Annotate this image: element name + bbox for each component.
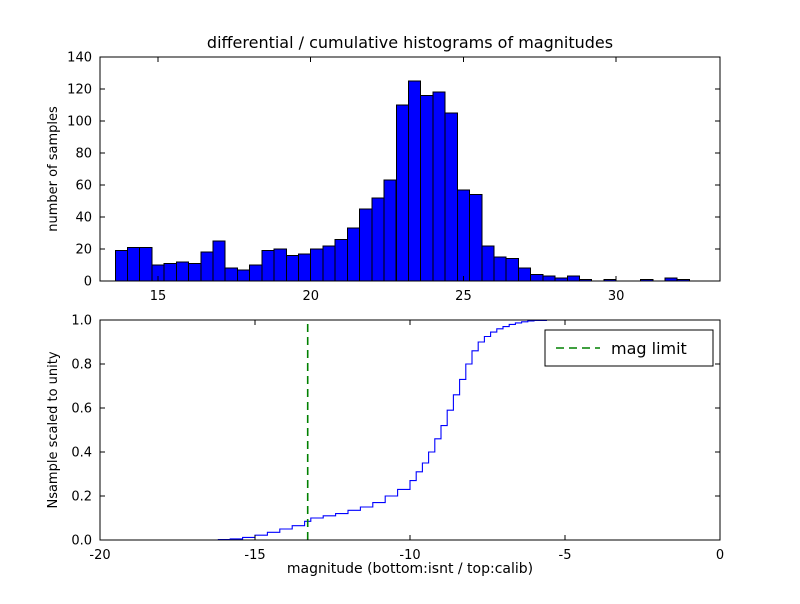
chart-title: differential / cumulative histograms of … [207, 33, 613, 52]
histogram-bar [322, 245, 336, 282]
histogram-bar [383, 179, 397, 282]
histogram-bar [334, 238, 348, 282]
x-tick-label: 0 [716, 548, 724, 563]
histogram-bar [395, 104, 409, 282]
x-tick-label: 25 [455, 289, 472, 304]
y-tick-label: 0.6 [71, 402, 92, 417]
x-tick-label: 30 [608, 289, 625, 304]
histogram-bar [236, 269, 251, 282]
y-tick-label: 1.0 [71, 314, 92, 329]
legend-mag-limit-label: mag limit [611, 339, 687, 358]
x-tick-label: -5 [559, 548, 572, 563]
histogram-bar [542, 275, 556, 282]
histogram-bar [359, 208, 373, 282]
y-tick-label: 80 [75, 147, 92, 162]
x-tick-label: -20 [89, 548, 110, 563]
histogram-bar [346, 227, 361, 282]
x-tick-label: 15 [150, 289, 167, 304]
histogram-bar [139, 246, 153, 282]
histogram-bar [505, 258, 519, 282]
histogram-bar [298, 253, 312, 282]
histogram-bar [127, 246, 141, 282]
histogram-bar [408, 80, 422, 282]
histogram-bar [188, 262, 202, 282]
y-tick-label: 120 [67, 83, 92, 98]
histogram-bar [163, 262, 177, 282]
bottom-y-axis-label: Nsample scaled to unity [46, 351, 61, 508]
histogram-bar [481, 245, 495, 282]
bottom-x-axis-label: magnitude (bottom:isnt / top:calib) [287, 561, 533, 577]
cumulative-step-line [217, 319, 702, 541]
histogram-bar [273, 248, 287, 282]
top-y-axis-label: number of samples [46, 106, 61, 232]
histogram-bar [212, 240, 226, 282]
x-tick-label: -10 [399, 548, 420, 563]
histogram-bar [432, 91, 446, 282]
y-tick-label: 0.4 [71, 446, 92, 461]
y-tick-label: 0 [84, 275, 92, 290]
histogram-bar [261, 250, 275, 282]
histogram-bar [566, 275, 580, 282]
y-tick-label: 100 [67, 115, 92, 130]
histogram-bar [310, 248, 324, 282]
histogram-bar [175, 261, 190, 282]
histogram-bar [200, 251, 214, 282]
y-tick-label: 40 [75, 211, 92, 226]
histogram-bar [469, 194, 483, 282]
histogram-bar [285, 254, 299, 282]
histogram-bar [517, 267, 532, 282]
histogram-bar [224, 267, 238, 282]
y-tick-label: 0.0 [71, 534, 92, 549]
y-tick-label: 20 [75, 243, 92, 258]
histogram-bar [371, 197, 385, 282]
histogram-bar [530, 274, 544, 282]
y-tick-label: 0.8 [71, 358, 92, 373]
histogram-bar [493, 256, 507, 282]
x-tick-label: 20 [302, 289, 319, 304]
y-tick-label: 60 [75, 179, 92, 194]
histogram-bar [456, 189, 470, 282]
histogram-bar [420, 94, 434, 282]
histogram-bar [114, 250, 129, 282]
legend: mag limit [544, 329, 714, 367]
axes-frame [99, 56, 721, 282]
y-tick-label: 140 [67, 51, 92, 66]
histogram-axes: 15 20 25 30 0 20 40 60 80 100 120 140 [67, 51, 721, 304]
cumulative-axes: -20 -15 -10 -5 0 0.0 0.2 0.4 0.6 0.8 1.0 [71, 314, 724, 564]
histogram-bar [444, 112, 458, 282]
x-tick-label: -15 [244, 548, 265, 563]
histogram-bar [249, 264, 263, 282]
y-tick-label: 0.2 [71, 490, 92, 505]
